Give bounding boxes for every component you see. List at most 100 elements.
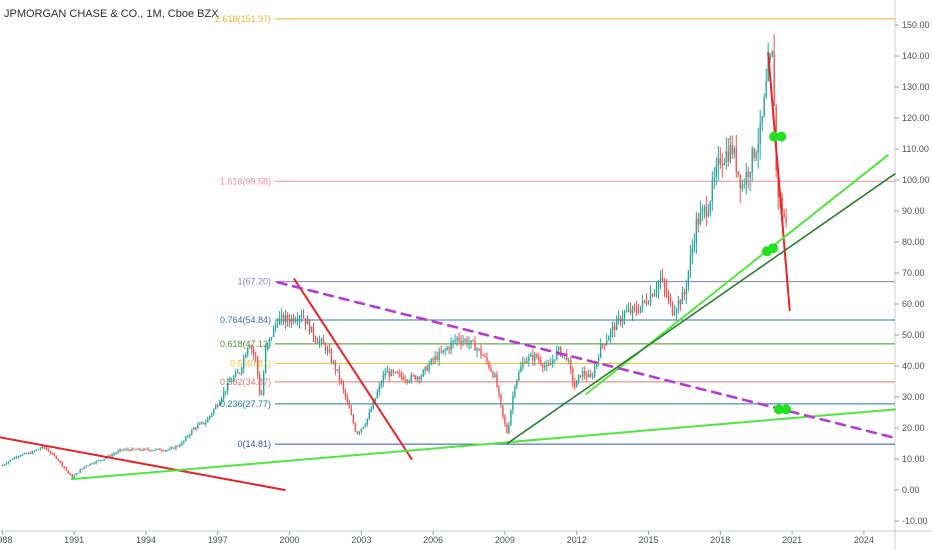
candle-body (320, 339, 323, 341)
candle-body (540, 360, 542, 365)
candle-body (85, 465, 87, 467)
candle-body (197, 424, 199, 429)
candle-body (757, 143, 759, 153)
candle-body (45, 447, 47, 450)
candle-body (452, 340, 454, 343)
candle-body (163, 450, 165, 452)
candle-body (25, 453, 28, 455)
candle-body (268, 337, 271, 344)
candle-body (316, 340, 319, 343)
candle-body (687, 271, 690, 287)
candle-body (111, 454, 113, 457)
candle-body (384, 372, 386, 376)
candle-body (617, 317, 620, 319)
candle-body (360, 428, 363, 432)
candle-body (3, 464, 6, 466)
candle-body (123, 449, 125, 451)
candle-body (697, 218, 700, 225)
candle-body (530, 355, 532, 357)
candle-body (500, 394, 502, 406)
x-tick-label: 2006 (423, 535, 443, 545)
x-tick-label: 2000 (280, 535, 300, 545)
candle-body (248, 346, 251, 349)
candle-body (655, 289, 658, 293)
candle-body (31, 451, 34, 454)
candle-body (532, 355, 534, 361)
candle-body (568, 359, 570, 361)
candle-body (19, 455, 22, 457)
candle-body (701, 209, 704, 213)
candle-body (639, 306, 642, 313)
candle-body (609, 330, 612, 337)
candle-body (434, 356, 436, 360)
candle-body (637, 311, 640, 313)
candle-body (13, 457, 16, 460)
candle-body (326, 349, 329, 351)
candle-body (237, 372, 239, 374)
candle-body (286, 315, 289, 321)
candle-body (272, 327, 275, 338)
signal-marker (773, 404, 784, 415)
candle-body (145, 448, 147, 450)
candle-body (161, 450, 163, 452)
candle-body (735, 148, 737, 172)
candle-body (633, 306, 636, 308)
candle-body (49, 451, 51, 454)
candle-body (476, 348, 478, 351)
candle-body (478, 348, 480, 350)
candle-body (783, 212, 785, 218)
candle-body (89, 463, 91, 466)
candle-body (250, 346, 253, 350)
candle-body (398, 373, 400, 375)
candle-body (392, 370, 394, 373)
candle-body (621, 318, 624, 323)
candle-body (256, 357, 259, 375)
candle-body (591, 375, 594, 377)
candle-body (661, 278, 664, 281)
candle-body (546, 364, 548, 366)
candle-body (125, 449, 127, 451)
candle-body (93, 463, 95, 465)
candle-body (560, 347, 562, 357)
candle-body (278, 317, 281, 325)
candle-body (143, 448, 145, 451)
candle-body (274, 324, 277, 328)
fib-level-label: 0.5(40.81) (230, 358, 271, 368)
candle-body (514, 386, 516, 396)
candle-body (43, 445, 45, 448)
candle-body (597, 357, 600, 362)
candle-body (213, 409, 215, 414)
candle-body (167, 449, 169, 451)
candle-body (221, 398, 223, 403)
candle-body (382, 375, 384, 384)
candle-body (643, 300, 646, 302)
candle-body (266, 343, 269, 349)
candle-body (165, 450, 167, 452)
candle-body (370, 408, 373, 412)
candle-body (635, 307, 638, 312)
x-tick-label: 1997 (208, 535, 228, 545)
candle-body (129, 449, 131, 451)
candle-body (753, 148, 755, 158)
trendline-red (0, 436, 286, 491)
candle-body (414, 375, 416, 380)
candle-body (23, 453, 26, 455)
candle-body (496, 374, 498, 387)
candle-body (468, 343, 470, 345)
candle-body (430, 359, 432, 365)
candle-body (239, 372, 241, 374)
candle-body (641, 300, 644, 307)
candle-body (584, 371, 586, 376)
candle-body (693, 242, 696, 248)
candle-body (312, 326, 315, 338)
candle-body (7, 461, 10, 464)
candle-body (647, 303, 650, 305)
candle-body (324, 343, 327, 351)
y-tick-label: 60.00 (902, 299, 925, 309)
candle-body (538, 357, 540, 361)
candle-body (203, 422, 205, 424)
candle-body (416, 377, 418, 380)
candle-body (556, 349, 558, 360)
candle-body (765, 81, 767, 97)
